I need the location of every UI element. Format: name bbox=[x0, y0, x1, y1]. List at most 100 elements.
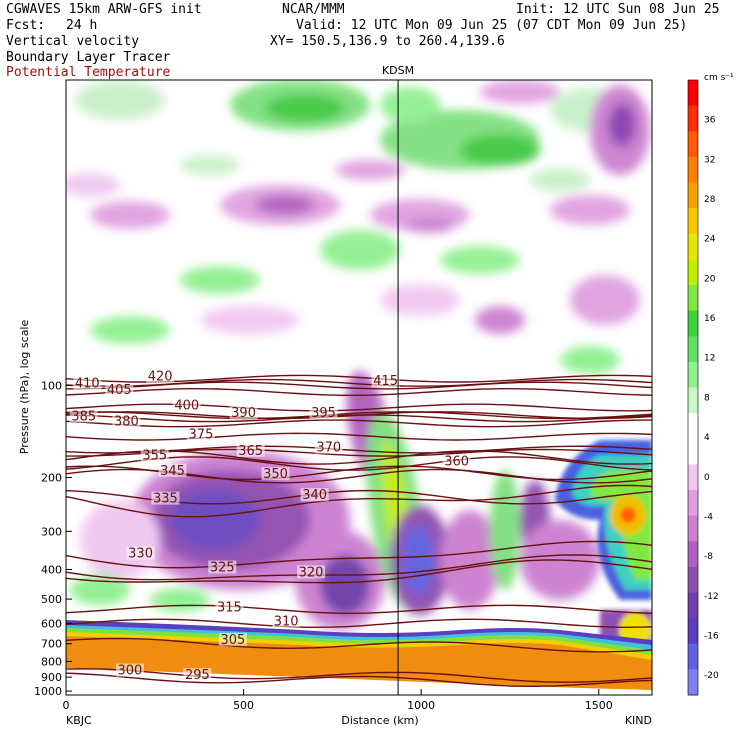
theta-label-bg bbox=[229, 406, 258, 420]
theta-contour bbox=[66, 388, 652, 396]
y-tick-label: 500 bbox=[41, 593, 62, 606]
colorbar-swatch bbox=[688, 490, 698, 517]
theta-contour-label: 310 bbox=[274, 614, 299, 629]
theta-contour bbox=[66, 411, 652, 420]
theta-contour-label: 330 bbox=[128, 547, 153, 562]
colorbar-label: 32 bbox=[704, 155, 715, 165]
theta-contour bbox=[66, 559, 652, 584]
colorbar-swatch bbox=[688, 669, 698, 696]
theta-contour bbox=[66, 414, 652, 423]
theta-contour bbox=[66, 618, 652, 629]
theta-label-bg bbox=[309, 406, 338, 420]
theta-contour bbox=[66, 432, 652, 441]
theta-label-bg bbox=[215, 600, 244, 614]
theta-label-bg bbox=[183, 668, 212, 682]
x-tick-label: 0 bbox=[63, 699, 70, 712]
org-label: NCAR/MMM bbox=[282, 2, 345, 17]
theta-label-bg bbox=[172, 398, 201, 412]
colorbar-swatch bbox=[688, 259, 698, 286]
colorbar-swatch bbox=[688, 105, 698, 132]
colorbar-label: 4 bbox=[704, 433, 710, 443]
colorbar-swatch bbox=[688, 285, 698, 312]
theta-contour bbox=[66, 484, 652, 518]
x-axis: 0 500 1000 1500 bbox=[63, 689, 613, 712]
colorbar-swatch bbox=[688, 413, 698, 440]
theta-contour-label: 420 bbox=[148, 370, 173, 385]
y-tick-label: 400 bbox=[41, 563, 62, 576]
right-station-label: KIND bbox=[625, 714, 652, 727]
theta-contour-label: 315 bbox=[217, 600, 242, 615]
theta-label-bg bbox=[218, 632, 247, 646]
colorbar-swatch bbox=[688, 541, 698, 568]
theta-contour-label: 360 bbox=[444, 455, 469, 470]
theta-contour-label: 320 bbox=[299, 565, 324, 580]
theta-contour-label: 405 bbox=[107, 383, 132, 398]
theta-label-bg bbox=[140, 448, 169, 462]
colorbar-swatch bbox=[688, 515, 698, 542]
field-potential-temperature: Potential Temperature bbox=[6, 65, 171, 80]
theta-label-bg bbox=[115, 663, 144, 677]
theta-contour-label: 395 bbox=[311, 406, 336, 421]
theta-label-bg bbox=[186, 427, 215, 441]
theta-label-bg bbox=[208, 560, 237, 574]
theta-contour-label: 325 bbox=[210, 560, 235, 575]
theta-contour-label: 400 bbox=[174, 399, 199, 414]
theta-label-bg bbox=[236, 443, 265, 457]
colorbar-swatch bbox=[688, 182, 698, 209]
theta-contour-label: 295 bbox=[185, 668, 210, 683]
fcst-value: 24 h bbox=[66, 18, 98, 33]
colorbar-units: cm s⁻¹ bbox=[704, 73, 734, 83]
theta-contour bbox=[66, 403, 652, 412]
colorbar: 36 32 28 24 20 16 12 8 4 0 -4 -8 -12 -16 -20 bbox=[687, 79, 719, 696]
theta-contour-label: 345 bbox=[160, 464, 185, 479]
colorbar-swatch bbox=[688, 131, 698, 158]
xy-coords: XY= 150.5,136.9 to 260.4,139.6 bbox=[270, 34, 505, 49]
theta-contour-labels: 420 415 410 405 400 395 390 385 380 375 370 365 360 3… bbox=[69, 369, 471, 683]
colorbar-label: 28 bbox=[704, 195, 716, 205]
colorbar-label: -20 bbox=[704, 671, 719, 681]
theta-label-bg bbox=[69, 409, 98, 423]
left-station-label: KBJC bbox=[66, 714, 92, 727]
colorbar-swatch bbox=[688, 438, 698, 465]
theta-contour bbox=[66, 668, 652, 683]
theta-label-bg bbox=[297, 565, 326, 579]
fcst-label: Fcst: bbox=[6, 18, 46, 33]
y-tick-label: 100 bbox=[41, 380, 62, 393]
y-axis-label: Pressure (hPa), log scale bbox=[18, 320, 31, 455]
colorbar-swatch bbox=[688, 233, 698, 260]
x-tick-label: 1000 bbox=[407, 699, 435, 712]
theta-label-bg bbox=[126, 546, 155, 560]
theta-label-bg bbox=[73, 376, 102, 390]
theta-contour-label: 340 bbox=[302, 488, 327, 503]
colorbar-frame bbox=[687, 79, 699, 696]
theta-contour bbox=[66, 554, 652, 581]
theta-contour-label: 380 bbox=[114, 414, 139, 429]
theta-label-bg bbox=[105, 383, 134, 397]
y-tick-label: 1000 bbox=[34, 685, 62, 698]
theta-contour-label: 350 bbox=[263, 467, 288, 482]
colorbar-label: -4 bbox=[704, 512, 713, 522]
vertical-velocity-field bbox=[66, 80, 652, 695]
colorbar-swatch bbox=[688, 336, 698, 363]
theta-label-bg bbox=[442, 454, 471, 468]
y-tick-label: 700 bbox=[41, 638, 62, 651]
plot-frame bbox=[65, 79, 653, 696]
colorbar-swatch bbox=[688, 208, 698, 235]
field-boundary-layer: Boundary Layer Tracer bbox=[6, 50, 171, 65]
x-tick-label: 1500 bbox=[585, 699, 613, 712]
theta-label-bg bbox=[146, 369, 175, 383]
colorbar-swatch bbox=[688, 618, 698, 645]
theta-label-bg bbox=[314, 440, 343, 454]
theta-contour bbox=[66, 419, 652, 428]
theta-contour-label: 390 bbox=[231, 406, 256, 421]
theta-label-bg bbox=[158, 463, 187, 477]
theta-contour-label: 375 bbox=[189, 428, 214, 443]
model-title: CGWAVES 15km ARW-GFS init bbox=[6, 2, 202, 17]
field-vertical-velocity: Vertical velocity bbox=[6, 34, 140, 49]
theta-contours bbox=[66, 374, 652, 687]
y-tick-label: 600 bbox=[41, 617, 62, 630]
colorbar-label: 16 bbox=[704, 314, 716, 324]
valid-time: Valid: 12 UTC Mon 09 Jun 25 (07 CDT Mon … bbox=[296, 18, 688, 33]
